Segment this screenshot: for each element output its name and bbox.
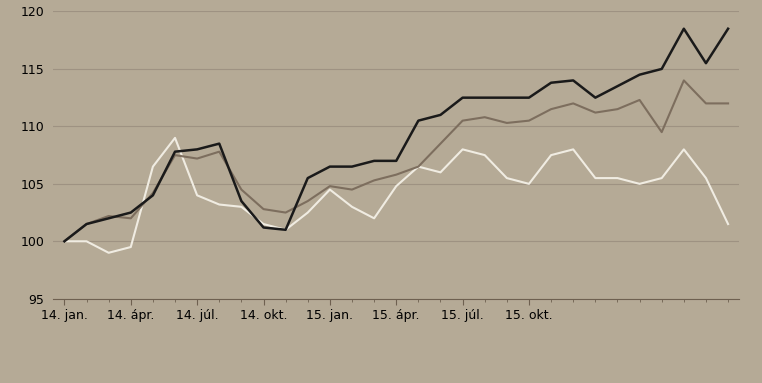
Exportértékesítés xyxy=(723,26,732,31)
Ipari termelés xyxy=(591,110,600,115)
Ipari termelés xyxy=(126,216,136,221)
Belföldi értékesítés xyxy=(193,193,202,198)
Belföldi értékesítés xyxy=(458,147,467,152)
Ipari termelés xyxy=(613,107,622,111)
Exportértékesítés xyxy=(591,95,600,100)
Belföldi értékesítés xyxy=(502,176,511,180)
Exportértékesítés xyxy=(60,239,69,244)
Exportértékesítés xyxy=(104,216,114,221)
Ipari termelés xyxy=(436,141,445,146)
Exportértékesítés xyxy=(149,193,158,198)
Ipari termelés xyxy=(104,214,114,218)
Exportértékesítés xyxy=(347,164,357,169)
Belföldi értékesítés xyxy=(591,176,600,180)
Belföldi értékesítés xyxy=(126,245,136,249)
Ipari termelés xyxy=(347,187,357,192)
Belföldi értékesítés xyxy=(104,250,114,255)
Belföldi értékesítés xyxy=(215,202,224,207)
Ipari termelés xyxy=(82,222,91,226)
Belföldi értékesítés xyxy=(679,147,688,152)
Exportértékesítés xyxy=(392,159,401,163)
Belföldi értékesítés xyxy=(325,187,335,192)
Exportértékesítés xyxy=(281,228,290,232)
Ipari termelés xyxy=(281,210,290,215)
Exportértékesítés xyxy=(193,147,202,152)
Ipari termelés xyxy=(237,187,246,192)
Ipari termelés xyxy=(458,118,467,123)
Line: Belföldi értékesítés: Belföldi értékesítés xyxy=(65,138,728,253)
Ipari termelés xyxy=(60,239,69,244)
Belföldi értékesítés xyxy=(524,182,533,186)
Belföldi értékesítés xyxy=(259,222,268,226)
Ipari termelés xyxy=(149,191,158,195)
Exportértékesítés xyxy=(370,159,379,163)
Exportértékesítés xyxy=(613,84,622,88)
Ipari termelés xyxy=(370,178,379,183)
Ipari termelés xyxy=(568,101,578,106)
Ipari termelés xyxy=(723,101,732,106)
Ipari termelés xyxy=(657,130,666,134)
Exportértékesítés xyxy=(414,118,423,123)
Belföldi értékesítés xyxy=(237,205,246,209)
Ipari termelés xyxy=(325,184,335,188)
Belföldi értékesítés xyxy=(60,239,69,244)
Belföldi értékesítés xyxy=(303,210,312,215)
Exportértékesítés xyxy=(679,26,688,31)
Exportértékesítés xyxy=(259,225,268,230)
Line: Exportértékesítés: Exportértékesítés xyxy=(65,29,728,241)
Exportértékesítés xyxy=(215,141,224,146)
Ipari termelés xyxy=(193,156,202,161)
Exportértékesítés xyxy=(126,210,136,215)
Belföldi értékesítés xyxy=(723,222,732,226)
Belföldi értékesítés xyxy=(414,164,423,169)
Exportértékesítés xyxy=(237,199,246,203)
Belföldi értékesítés xyxy=(171,136,180,140)
Line: Ipari termelés: Ipari termelés xyxy=(65,80,728,241)
Exportértékesítés xyxy=(480,95,489,100)
Belföldi értékesítés xyxy=(370,216,379,221)
Exportértékesítés xyxy=(325,164,335,169)
Belföldi értékesítés xyxy=(546,153,555,157)
Belföldi értékesítés xyxy=(613,176,622,180)
Ipari termelés xyxy=(701,101,710,106)
Ipari termelés xyxy=(679,78,688,83)
Ipari termelés xyxy=(502,121,511,125)
Ipari termelés xyxy=(259,207,268,211)
Belföldi értékesítés xyxy=(281,228,290,232)
Ipari termelés xyxy=(635,98,644,102)
Belföldi értékesítés xyxy=(657,176,666,180)
Belföldi értékesítés xyxy=(480,153,489,157)
Belföldi értékesítés xyxy=(635,182,644,186)
Belföldi értékesítés xyxy=(436,170,445,175)
Exportértékesítés xyxy=(171,149,180,154)
Ipari termelés xyxy=(524,118,533,123)
Ipari termelés xyxy=(303,199,312,203)
Exportértékesítés xyxy=(436,113,445,117)
Belföldi értékesítés xyxy=(347,205,357,209)
Exportértékesítés xyxy=(635,72,644,77)
Exportértékesítés xyxy=(657,67,666,71)
Exportértékesítés xyxy=(303,176,312,180)
Ipari termelés xyxy=(171,153,180,157)
Exportértékesítés xyxy=(701,61,710,65)
Exportértékesítés xyxy=(546,80,555,85)
Ipari termelés xyxy=(480,115,489,119)
Ipari termelés xyxy=(392,172,401,177)
Ipari termelés xyxy=(414,164,423,169)
Belföldi értékesítés xyxy=(149,164,158,169)
Belföldi értékesítés xyxy=(392,184,401,188)
Exportértékesítés xyxy=(524,95,533,100)
Exportértékesítés xyxy=(502,95,511,100)
Belföldi értékesítés xyxy=(701,176,710,180)
Exportértékesítés xyxy=(568,78,578,83)
Ipari termelés xyxy=(546,107,555,111)
Exportértékesítés xyxy=(458,95,467,100)
Exportértékesítés xyxy=(82,222,91,226)
Belföldi értékesítés xyxy=(82,239,91,244)
Ipari termelés xyxy=(215,149,224,154)
Belföldi értékesítés xyxy=(568,147,578,152)
